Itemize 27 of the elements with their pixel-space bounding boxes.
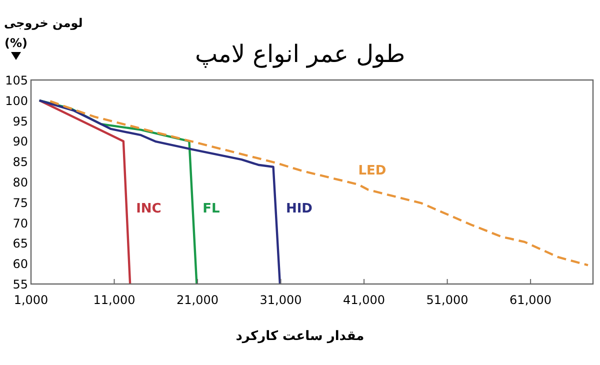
x-tick-label: 11,000 (93, 293, 136, 307)
series-label: INC (136, 202, 162, 217)
x-tick-label: 41,000 (343, 293, 386, 307)
series-label: FL (202, 202, 220, 217)
series-label: LED (358, 163, 386, 178)
y-tick-label: 90 (12, 134, 28, 149)
x-tick-label: 51,000 (426, 293, 468, 307)
y-tick-label: 100 (5, 94, 28, 108)
y-tick-label: 55 (12, 278, 28, 292)
x-axis-title: مقدار ساعت کارکرد (236, 329, 364, 344)
x-tick-label: 61,000 (510, 293, 552, 307)
y-tick-label: 85 (12, 155, 28, 170)
series-label: HID (286, 202, 313, 217)
y-tick-label: 95 (12, 114, 28, 128)
y-tick-label: 65 (12, 236, 28, 251)
line-series (38, 99, 282, 286)
x-tick-label: 1,000 (14, 293, 48, 307)
y-tick-label: 80 (12, 176, 28, 190)
y-axis-title: لومن خروجی (%) (4, 16, 83, 50)
y-tick-label: 70 (12, 216, 28, 230)
chart-title: طول عمر انواع لامپ (194, 40, 406, 68)
x-tick-label: 31,000 (260, 293, 302, 307)
y-tick-label: 60 (12, 257, 28, 272)
x-tick-label: 21,000 (176, 293, 219, 307)
y-tick-label: 75 (12, 196, 28, 210)
y-tick-label: 105 (5, 74, 28, 88)
line-series (49, 100, 590, 266)
